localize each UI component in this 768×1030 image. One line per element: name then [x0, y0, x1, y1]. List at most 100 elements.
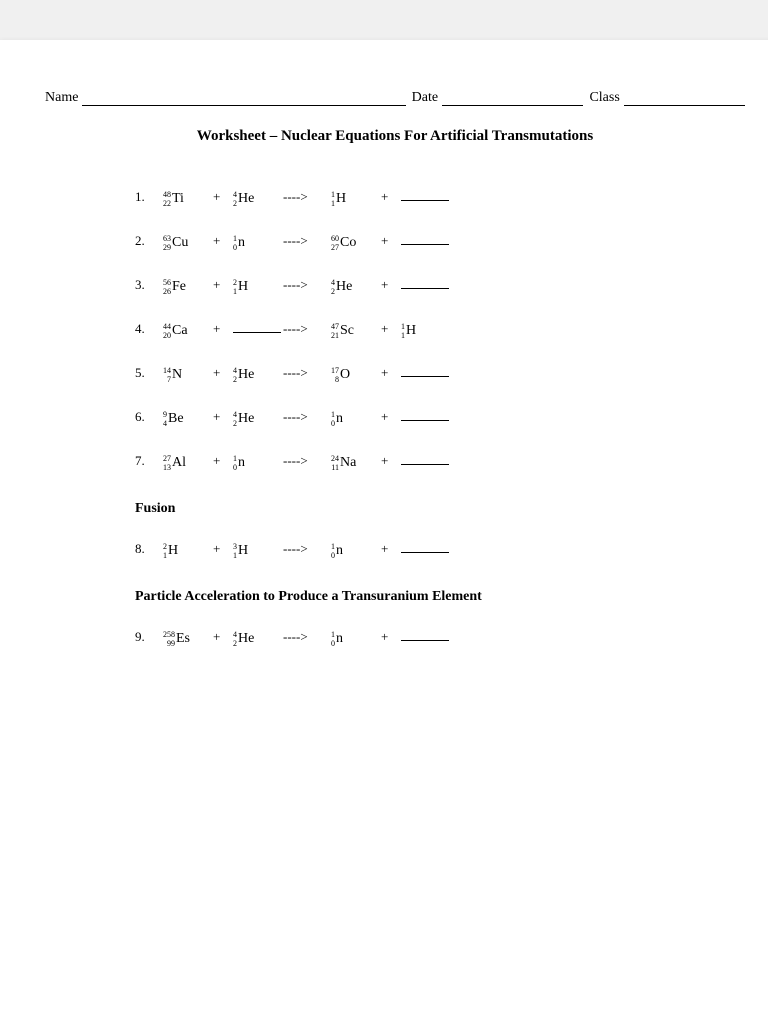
mass-number: 4 — [233, 366, 237, 375]
nuclide: 10n — [233, 234, 245, 252]
product-1: 10n — [331, 406, 381, 428]
nuclide-scripts: 6329 — [163, 234, 171, 252]
plus-icon: + — [213, 277, 233, 293]
product-1: 6027Co — [331, 230, 381, 252]
nuclide-scripts: 10 — [233, 454, 237, 472]
nuclide: 42He — [331, 278, 352, 296]
nuclide-scripts: 21 — [163, 542, 167, 560]
mass-number: 1 — [331, 410, 335, 419]
element-symbol: He — [336, 279, 352, 295]
mass-number: 47 — [331, 322, 339, 331]
arrow-icon: ----> — [283, 365, 331, 381]
equation-row: 6.94Be+42He---->10n+ — [135, 395, 745, 439]
element-symbol: N — [172, 367, 182, 383]
nuclide: 178O — [331, 366, 350, 384]
reactant-2: 42He — [233, 626, 283, 648]
arrow-icon: ----> — [283, 541, 331, 557]
atomic-number: 8 — [335, 375, 339, 384]
element-symbol: Al — [172, 455, 186, 471]
worksheet-title: Worksheet – Nuclear Equations For Artifi… — [45, 128, 745, 145]
element-symbol: n — [238, 455, 245, 471]
answer-blank[interactable] — [401, 232, 449, 245]
reactant-1: 21H — [163, 538, 213, 560]
mass-number: 63 — [163, 234, 171, 243]
reactant-2: 10n — [233, 450, 283, 472]
atomic-number: 13 — [163, 463, 171, 472]
product-1: 42He — [331, 274, 381, 296]
reactant-2: 42He — [233, 406, 283, 428]
nuclide-scripts: 94 — [163, 410, 167, 428]
product-2 — [401, 452, 461, 470]
reactant-1: 147N — [163, 362, 213, 384]
answer-blank[interactable] — [401, 452, 449, 465]
element-symbol: Co — [340, 235, 356, 251]
nuclide-scripts: 10 — [233, 234, 237, 252]
mass-number: 4 — [233, 190, 237, 199]
element-symbol: Fe — [172, 279, 186, 295]
name-line[interactable] — [82, 91, 405, 106]
answer-blank[interactable] — [401, 408, 449, 421]
product-1: 10n — [331, 626, 381, 648]
answer-blank[interactable] — [401, 540, 449, 553]
element-symbol: O — [340, 367, 350, 383]
mass-number: 1 — [331, 630, 335, 639]
nuclide-scripts: 25899 — [163, 630, 175, 648]
element-symbol: Ca — [172, 323, 188, 339]
nuclide-scripts: 5626 — [163, 278, 171, 296]
equation-number: 6. — [135, 409, 163, 425]
reactant-1: 25899Es — [163, 626, 213, 648]
date-line[interactable] — [442, 91, 583, 106]
plus-icon: + — [381, 453, 401, 469]
nuclide-scripts: 10 — [331, 410, 335, 428]
date-label: Date — [412, 90, 442, 106]
equation-number: 3. — [135, 277, 163, 293]
nuclide: 25899Es — [163, 630, 190, 648]
worksheet-page: Name Date Class Worksheet – Nuclear Equa… — [0, 40, 768, 1030]
element-symbol: n — [238, 235, 245, 251]
element-symbol: H — [238, 279, 248, 295]
equation-row: 2.6329Cu+10n---->6027Co+ — [135, 219, 745, 263]
answer-blank[interactable] — [233, 320, 281, 333]
product-2 — [401, 364, 461, 382]
nuclide: 5626Fe — [163, 278, 186, 296]
atomic-number: 29 — [163, 243, 171, 252]
nuclide-scripts: 11 — [401, 322, 405, 340]
nuclide: 4420Ca — [163, 322, 188, 340]
product-2 — [401, 232, 461, 250]
element-symbol: Cu — [172, 235, 188, 251]
reactant-2: 21H — [233, 274, 283, 296]
atomic-number: 2 — [233, 199, 237, 208]
element-symbol: Es — [176, 631, 190, 647]
class-line[interactable] — [624, 91, 745, 106]
element-symbol: Ti — [172, 191, 184, 207]
product-2 — [401, 540, 461, 558]
reactant-1: 6329Cu — [163, 230, 213, 252]
atomic-number: 2 — [233, 375, 237, 384]
nuclide: 94Be — [163, 410, 184, 428]
nuclide: 10n — [233, 454, 245, 472]
plus-icon: + — [381, 409, 401, 425]
nuclide-scripts: 4822 — [163, 190, 171, 208]
equation-number: 1. — [135, 189, 163, 205]
answer-blank[interactable] — [401, 276, 449, 289]
atomic-number: 27 — [331, 243, 339, 252]
reactant-1: 4822Ti — [163, 186, 213, 208]
class-label: Class — [589, 90, 623, 106]
equation-number: 2. — [135, 233, 163, 249]
nuclide-scripts: 42 — [233, 190, 237, 208]
product-1: 11H — [331, 186, 381, 208]
mass-number: 17 — [331, 366, 339, 375]
plus-icon: + — [213, 189, 233, 205]
nuclide: 21H — [233, 278, 248, 296]
nuclide: 42He — [233, 410, 254, 428]
nuclide-scripts: 2411 — [331, 454, 339, 472]
answer-blank[interactable] — [401, 364, 449, 377]
plus-icon: + — [213, 233, 233, 249]
mass-number: 4 — [233, 410, 237, 419]
equation-row: 4.4420Ca+---->4721Sc+11H — [135, 307, 745, 351]
plus-icon: + — [213, 629, 233, 645]
answer-blank[interactable] — [401, 628, 449, 641]
answer-blank[interactable] — [401, 188, 449, 201]
atomic-number: 1 — [331, 199, 335, 208]
nuclide: 10n — [331, 410, 343, 428]
